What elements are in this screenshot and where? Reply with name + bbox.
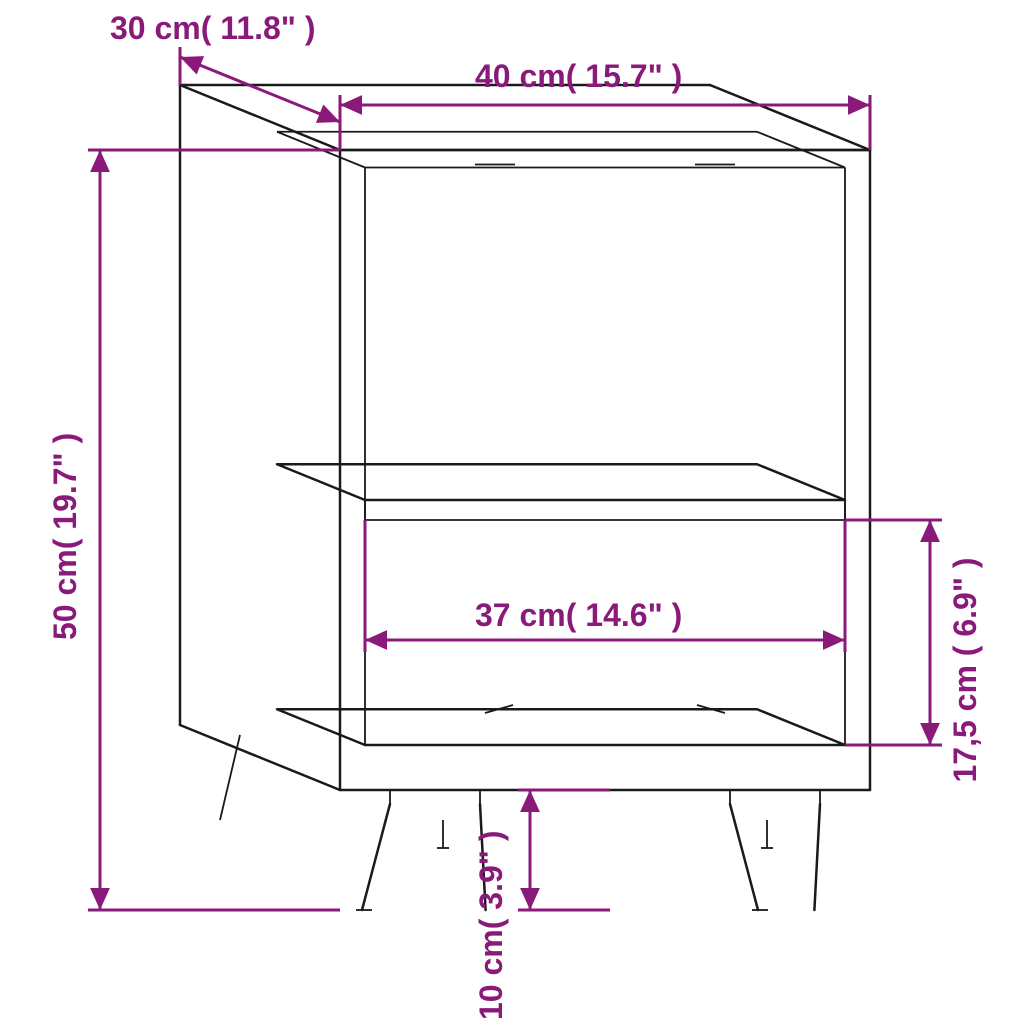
dim-shelf-height: 17,5 cm ( 6.9" ) (947, 557, 983, 782)
dim-depth: 30 cm( 11.8" ) (110, 10, 316, 46)
dim-inner-width: 37 cm( 14.6" ) (475, 597, 682, 633)
dim-leg-height: 10 cm( 3.9" ) (473, 831, 509, 1020)
dim-height: 50 cm( 19.7" ) (47, 433, 83, 640)
dim-width: 40 cm( 15.7" ) (475, 58, 682, 94)
